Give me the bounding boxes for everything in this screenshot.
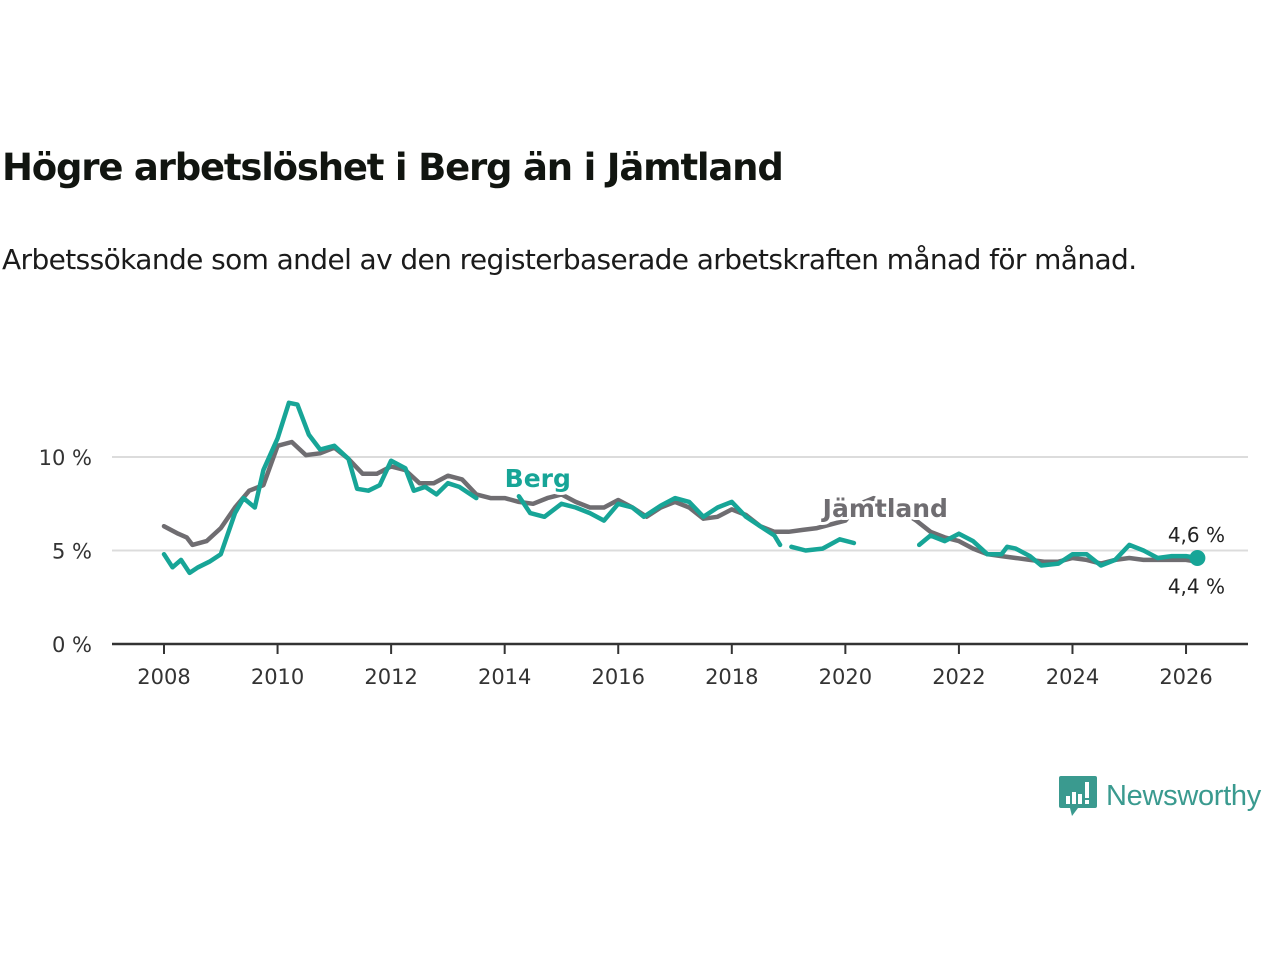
y-tick-label: 10 % (39, 446, 92, 470)
series-label-jamtland: Jämtland (821, 494, 948, 523)
x-tick-label: 2008 (137, 665, 190, 689)
newsworthy-logo: Newsworthy (1058, 774, 1261, 818)
x-tick-label: 2016 (592, 665, 645, 689)
chart-subtitle: Arbetssökande som andel av den registerb… (2, 243, 1137, 276)
x-tick-label: 2020 (819, 665, 872, 689)
x-tick-label: 2022 (932, 665, 985, 689)
series-line-berg (161, 400, 1200, 576)
newsworthy-wordmark: Newsworthy (1106, 779, 1261, 812)
x-tick-label: 2014 (478, 665, 531, 689)
gridlines (112, 456, 1248, 552)
x-axis: 2008 2010 2012 2014 2016 2018 2020 2022 2024 2026 (112, 642, 1248, 689)
y-axis: 0 % 5 % 10 % (39, 446, 92, 657)
end-value-label-berg: 4,6 % (1168, 523, 1225, 547)
newsworthy-chart-bubble-icon (1059, 776, 1097, 816)
end-point-marker-berg (1189, 549, 1206, 566)
series-line-jamtland (161, 439, 1200, 566)
series-lines (161, 400, 1200, 576)
chart-title: Högre arbetslöshet i Berg än i Jämtland (2, 146, 784, 189)
x-tick-label: 2018 (705, 665, 758, 689)
x-tick-label: 2026 (1159, 665, 1212, 689)
x-tick-label: 2010 (251, 665, 304, 689)
series-label-halo: Berg (505, 464, 571, 493)
x-tick-label: 2024 (1046, 665, 1099, 689)
x-tick-label: 2012 (364, 665, 417, 689)
y-tick-label: 5 % (52, 540, 92, 564)
y-tick-label: 0 % (52, 633, 92, 657)
series-label-halo: Jämtland (821, 494, 948, 523)
series-label-berg: Berg (505, 464, 571, 493)
end-value-label-jamtland: 4,4 % (1168, 575, 1225, 599)
